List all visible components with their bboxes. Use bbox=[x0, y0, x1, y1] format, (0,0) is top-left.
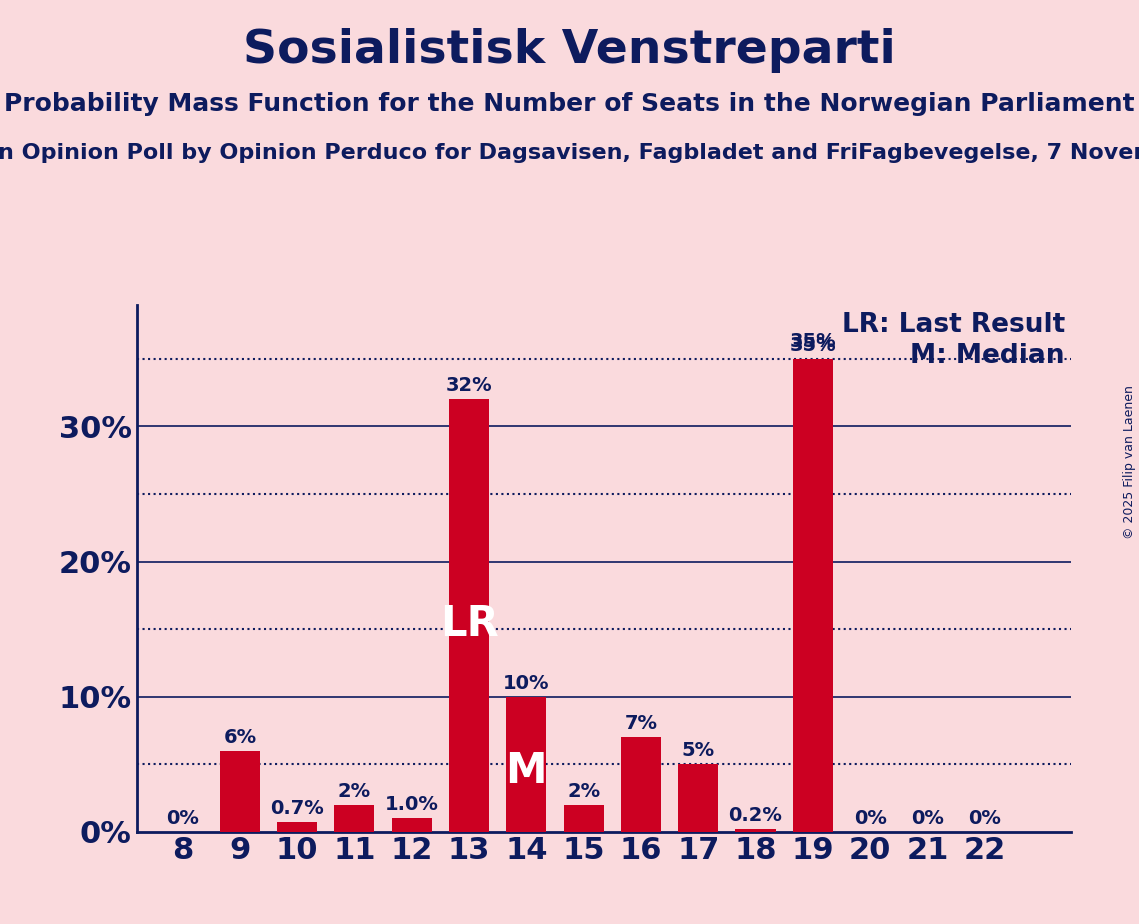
Bar bbox=[392, 818, 432, 832]
Text: 0.2%: 0.2% bbox=[729, 806, 782, 825]
Text: 0%: 0% bbox=[911, 808, 944, 828]
Text: 2%: 2% bbox=[567, 782, 600, 800]
Text: LR: LR bbox=[440, 603, 499, 645]
Bar bbox=[506, 697, 547, 832]
Text: an Opinion Poll by Opinion Perduco for Dagsavisen, Fagbladet and FriFagbevegelse: an Opinion Poll by Opinion Perduco for D… bbox=[0, 143, 1139, 164]
Bar bbox=[335, 805, 375, 832]
Bar bbox=[449, 399, 489, 832]
Text: LR: Last Result: LR: Last Result bbox=[842, 311, 1065, 337]
Bar bbox=[277, 822, 317, 832]
Text: 10%: 10% bbox=[503, 674, 549, 692]
Bar bbox=[678, 764, 719, 832]
Text: 35%: 35% bbox=[789, 336, 836, 355]
Text: 1.0%: 1.0% bbox=[385, 795, 439, 814]
Text: M: Median: M: Median bbox=[910, 343, 1065, 369]
Text: 0%: 0% bbox=[968, 808, 1001, 828]
Bar bbox=[220, 750, 260, 832]
Text: 0.7%: 0.7% bbox=[270, 799, 323, 818]
Bar bbox=[793, 359, 833, 832]
Text: 5%: 5% bbox=[681, 741, 715, 760]
Bar bbox=[621, 737, 661, 832]
Text: 35%: 35% bbox=[789, 332, 836, 351]
Text: 32%: 32% bbox=[445, 376, 492, 395]
Text: 7%: 7% bbox=[624, 714, 657, 733]
Text: 0%: 0% bbox=[166, 808, 199, 828]
Text: M: M bbox=[506, 750, 547, 792]
Text: 2%: 2% bbox=[338, 782, 371, 800]
Text: Probability Mass Function for the Number of Seats in the Norwegian Parliament: Probability Mass Function for the Number… bbox=[5, 92, 1134, 116]
Text: 0%: 0% bbox=[853, 808, 886, 828]
Text: Sosialistisk Venstreparti: Sosialistisk Venstreparti bbox=[243, 28, 896, 73]
Text: © 2025 Filip van Laenen: © 2025 Filip van Laenen bbox=[1123, 385, 1137, 539]
Bar bbox=[736, 829, 776, 832]
Text: 6%: 6% bbox=[223, 727, 256, 747]
Bar bbox=[564, 805, 604, 832]
